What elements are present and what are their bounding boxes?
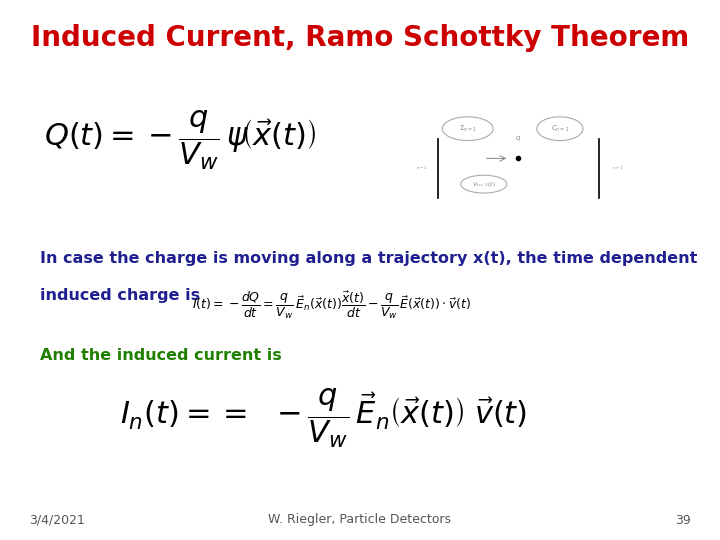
Text: $q$: $q$ [516,134,521,143]
Text: 39: 39 [675,514,691,526]
Text: $_{n+1}$: $_{n+1}$ [612,165,623,172]
Text: $Q(t) = -\dfrac{q}{V_w}\,\psi\!\left(\vec{x}(t)\right)$: $Q(t) = -\dfrac{q}{V_w}\,\psi\!\left(\ve… [44,109,316,172]
Text: In case the charge is moving along a trajectory x(t), the time dependent: In case the charge is moving along a tra… [40,251,697,266]
Text: $I(t) = -\dfrac{dQ}{dt} = \dfrac{q}{V_w}\,\vec{E}_n(\vec{x}(t))\dfrac{\vec{x}(t): $I(t) = -\dfrac{dQ}{dt} = \dfrac{q}{V_w}… [192,289,471,321]
Text: $C_{n=1}$: $C_{n=1}$ [551,124,570,134]
Text: $V_{n=1}(t)$: $V_{n=1}(t)$ [472,180,496,188]
Text: $_{n-1}$: $_{n-1}$ [416,165,427,172]
Text: W. Riegler, Particle Detectors: W. Riegler, Particle Detectors [269,514,451,526]
Text: And the induced current is: And the induced current is [40,348,282,363]
Text: $I_n(t) = = \;\; -\dfrac{q}{V_w}\,\vec{E}_n\left(\vec{x}(t)\right)\;\vec{v}(t)$: $I_n(t) = = \;\; -\dfrac{q}{V_w}\,\vec{E… [120,387,528,450]
Text: induced charge is: induced charge is [40,288,199,303]
Text: Induced Current, Ramo Schottky Theorem: Induced Current, Ramo Schottky Theorem [31,24,689,52]
Text: 3/4/2021: 3/4/2021 [29,514,85,526]
Text: $\Sigma_{n=1}$: $\Sigma_{n=1}$ [459,124,477,134]
